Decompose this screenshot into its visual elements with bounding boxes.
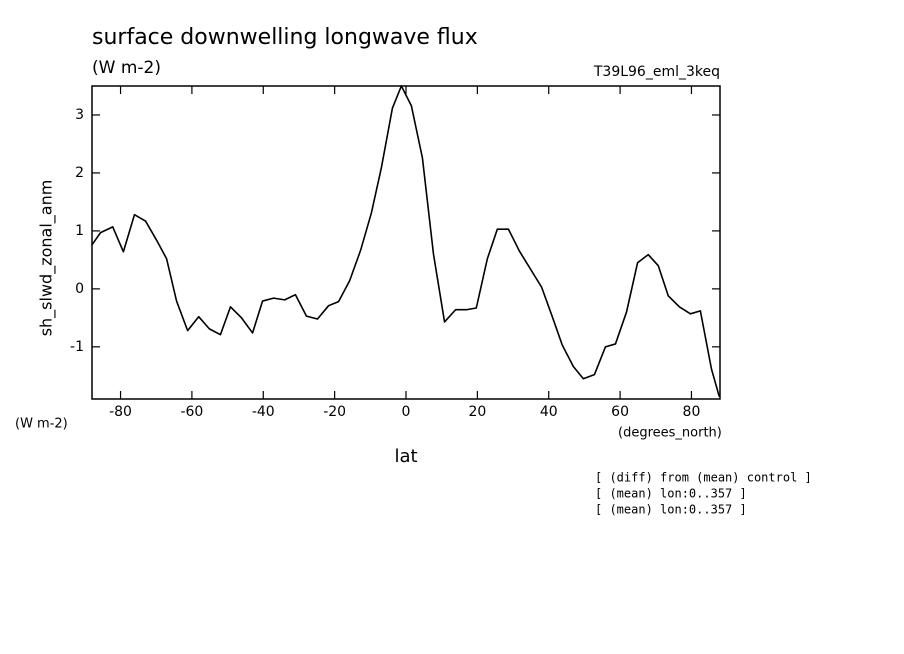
x-units: (degrees_north) — [618, 426, 722, 441]
footnote: [ (mean) lon:0..357 ] — [595, 503, 747, 517]
x-tick-label: 40 — [540, 404, 558, 420]
x-tick-label: 20 — [468, 404, 486, 420]
y-tick-label: 2 — [75, 165, 84, 181]
x-axis-label: lat — [394, 446, 417, 467]
chart-subtitle: (W m-2) — [92, 58, 161, 78]
plot-frame — [91, 85, 721, 400]
y-tick-label: -1 — [70, 339, 84, 355]
dataset-label: T39L96_eml_3keq — [593, 64, 720, 80]
data-line — [91, 85, 721, 397]
y-tick-label: 0 — [75, 281, 84, 297]
x-tick-label: 60 — [611, 404, 629, 420]
footnote: [ (mean) lon:0..357 ] — [595, 487, 747, 501]
x-tick-label: 80 — [683, 404, 701, 420]
footnote: [ (diff) from (mean) control ] — [595, 471, 812, 485]
y-axis-label: sh_slwd_zonal_anm — [37, 180, 57, 337]
x-tick-label: -60 — [180, 404, 203, 420]
chart-title: surface downwelling longwave flux — [92, 25, 478, 50]
x-tick-label: -20 — [323, 404, 346, 420]
y-tick-label: 3 — [75, 107, 84, 123]
y-tick-label: 1 — [75, 223, 84, 239]
x-tick-label: -40 — [252, 404, 275, 420]
y-units: (W m-2) — [15, 417, 68, 432]
x-tick-label: -80 — [109, 404, 132, 420]
x-tick-label: 0 — [402, 404, 411, 420]
